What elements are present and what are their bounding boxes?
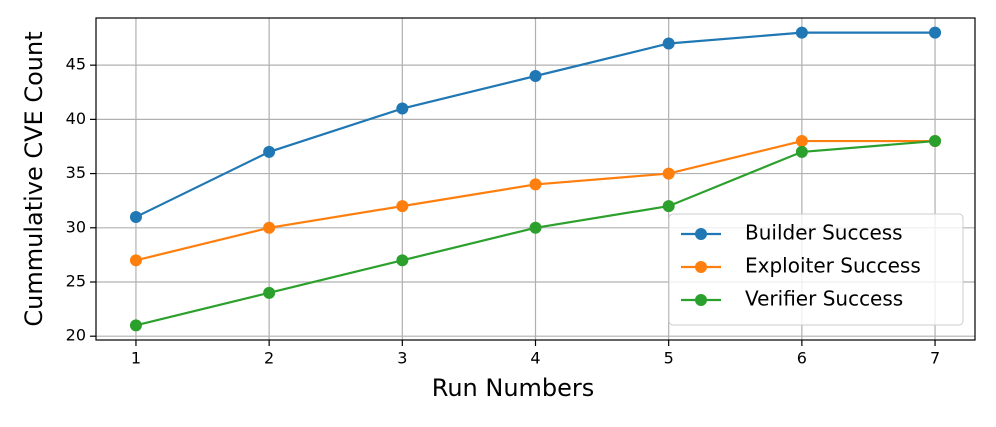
marker xyxy=(929,135,942,148)
marker xyxy=(662,167,675,180)
marker xyxy=(129,210,142,223)
y-tick-label: 25 xyxy=(66,271,86,290)
y-tick-label: 40 xyxy=(66,109,86,128)
x-tick-label: 1 xyxy=(131,349,141,368)
marker xyxy=(795,26,808,39)
marker xyxy=(396,254,409,267)
y-tick-label: 30 xyxy=(66,217,86,236)
x-tick-label: 5 xyxy=(664,349,674,368)
y-tick-label: 20 xyxy=(66,326,86,345)
marker xyxy=(263,145,276,158)
marker xyxy=(529,70,542,83)
marker xyxy=(929,26,942,39)
legend-label: Exploiter Success xyxy=(745,254,921,278)
marker xyxy=(529,178,542,191)
legend-marker xyxy=(695,228,707,240)
legend-label: Verifier Success xyxy=(745,287,903,311)
x-tick-label: 6 xyxy=(797,349,807,368)
legend-marker xyxy=(695,261,707,273)
x-tick-label: 2 xyxy=(264,349,274,368)
legend-marker xyxy=(695,294,707,306)
marker xyxy=(396,200,409,213)
x-tick-label: 7 xyxy=(930,349,940,368)
legend-label: Builder Success xyxy=(745,221,903,245)
x-tick-label: 4 xyxy=(530,349,540,368)
marker xyxy=(529,221,542,234)
y-tick-label: 45 xyxy=(66,55,86,74)
marker xyxy=(662,37,675,50)
marker xyxy=(795,145,808,158)
marker xyxy=(795,135,808,148)
marker xyxy=(263,221,276,234)
y-axis-label: Cummulative CVE Count xyxy=(20,31,48,326)
marker xyxy=(662,200,675,213)
plot-frame xyxy=(95,17,976,341)
marker xyxy=(396,102,409,115)
x-axis-label: Run Numbers xyxy=(432,374,595,402)
marker xyxy=(129,254,142,267)
marker xyxy=(129,319,142,332)
legend-box xyxy=(668,213,964,326)
x-tick-label: 3 xyxy=(397,349,407,368)
y-tick-label: 35 xyxy=(66,163,86,182)
marker xyxy=(263,286,276,299)
